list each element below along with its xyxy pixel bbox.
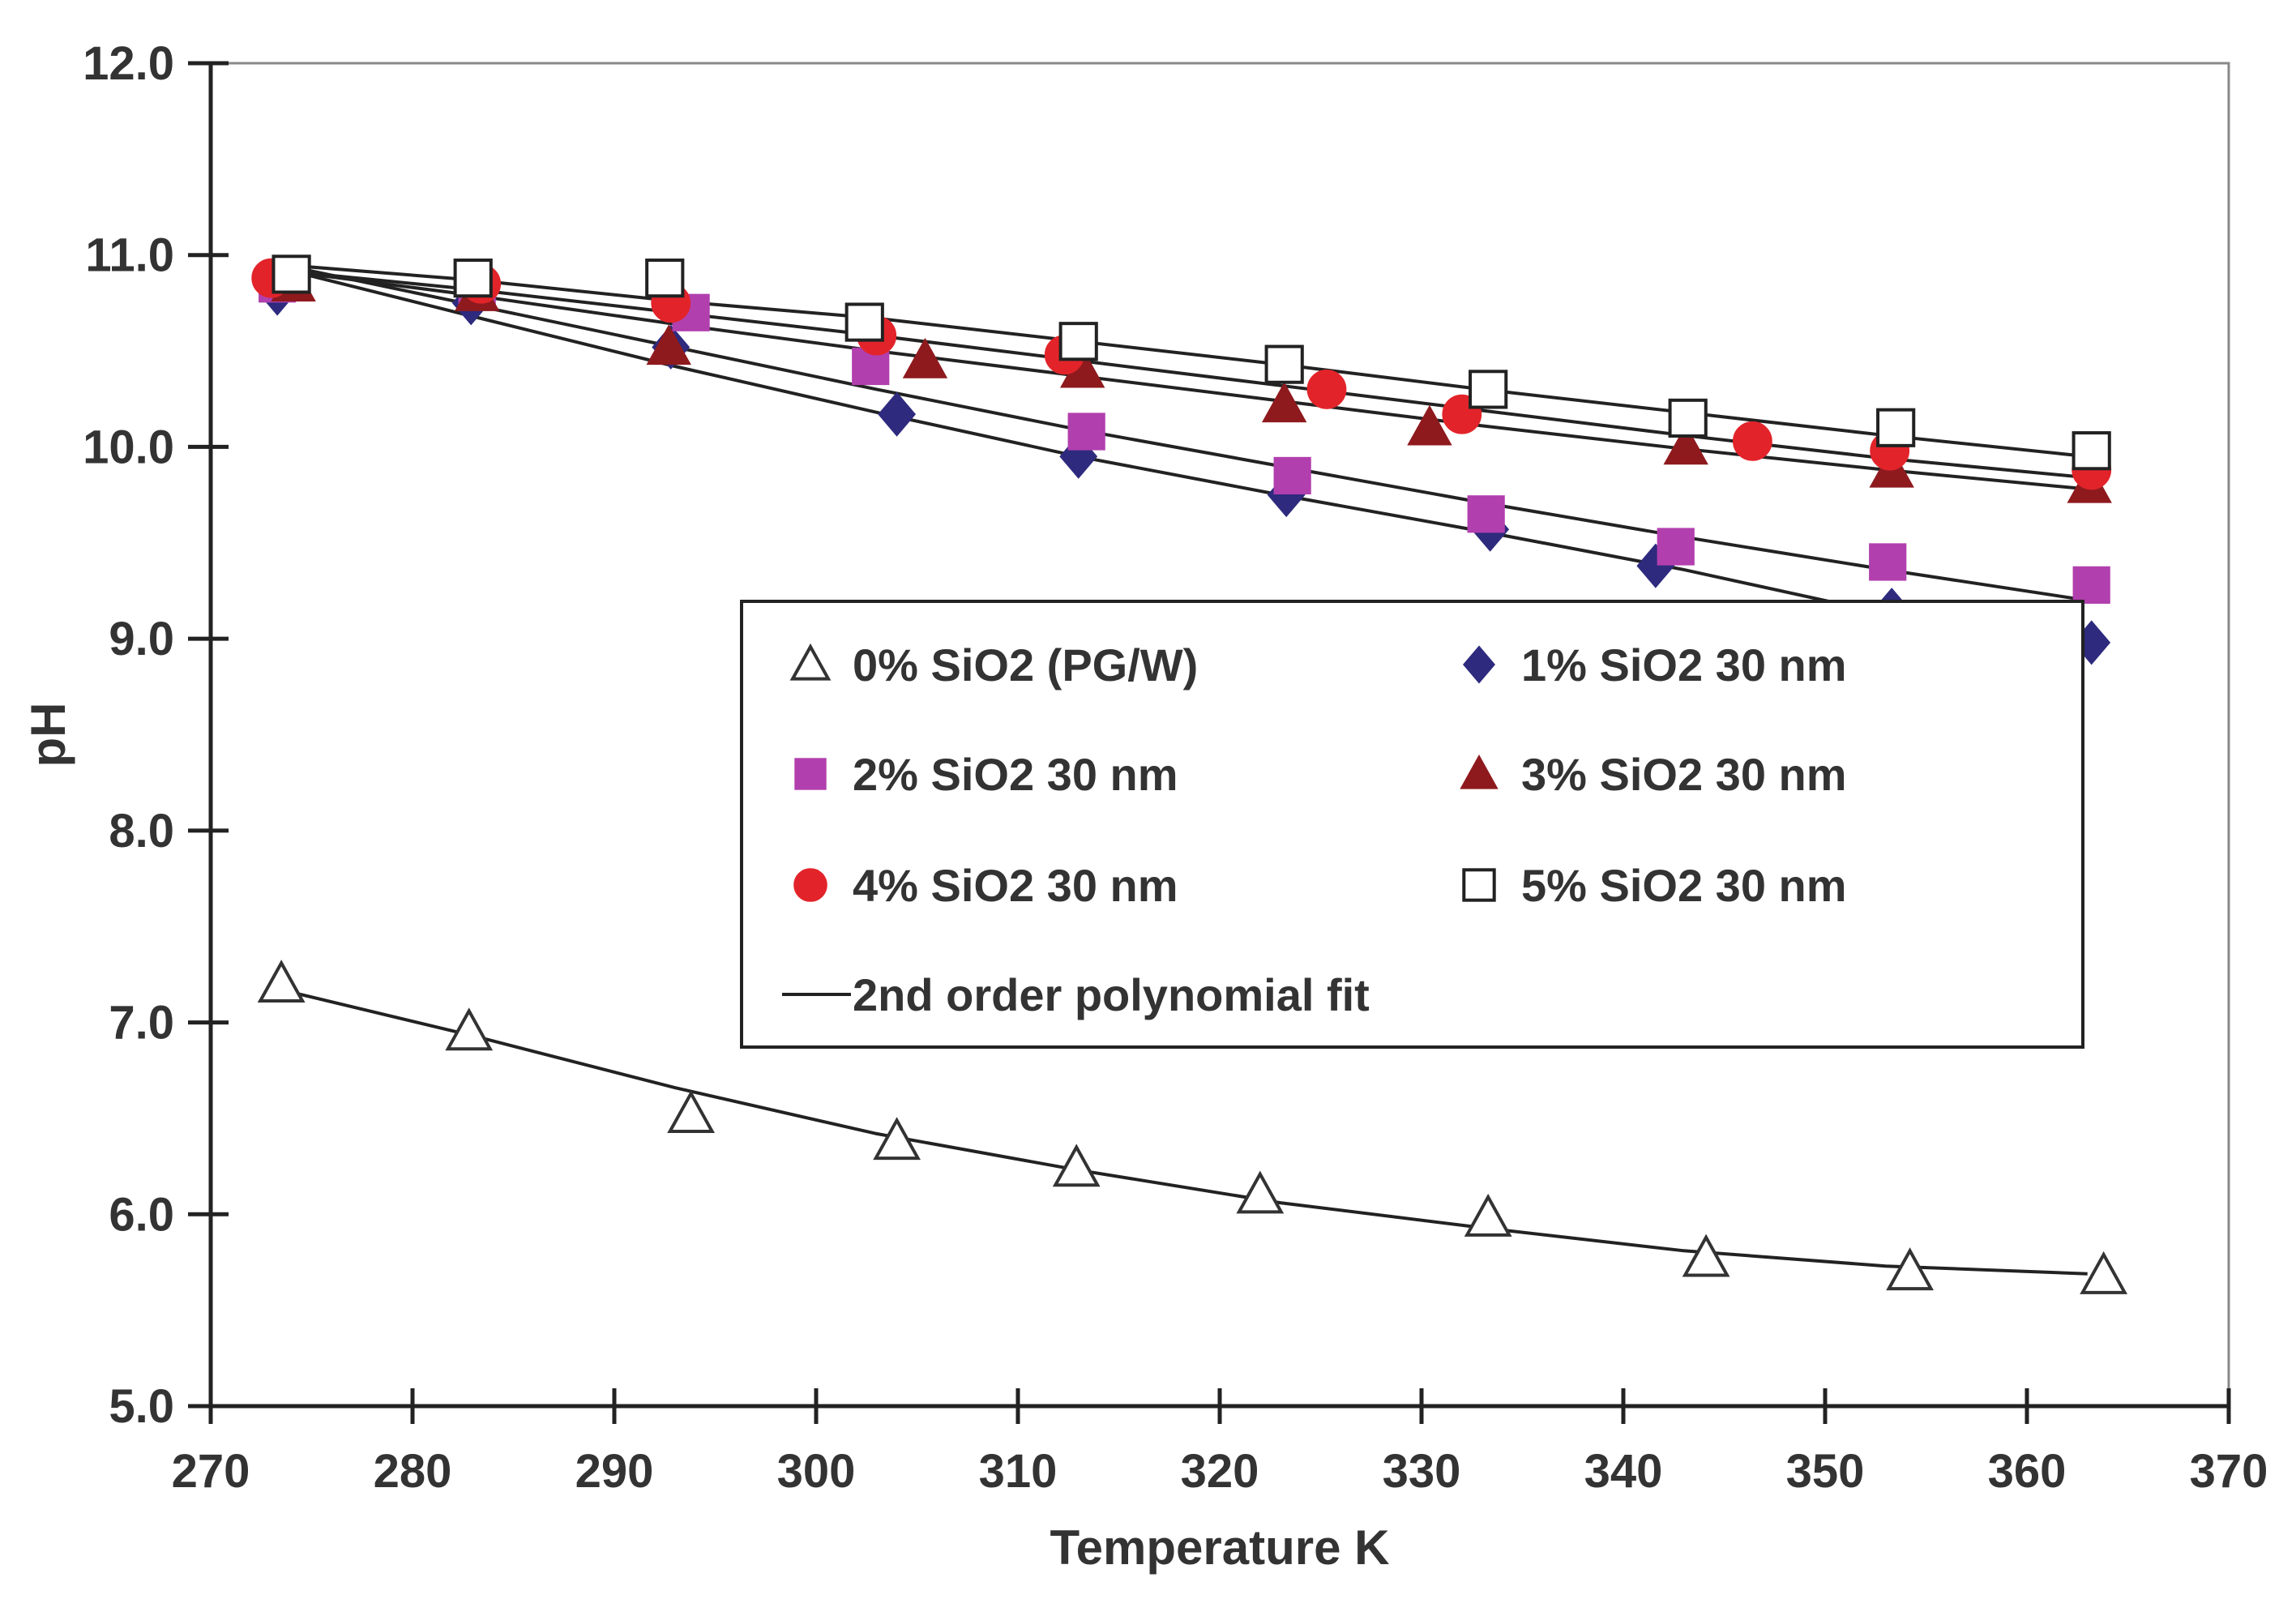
legend-label-5: 5% SiO2 30 nm bbox=[1521, 860, 1847, 911]
x-tick-label-360: 360 bbox=[1988, 1445, 2067, 1498]
y-tick-label-8: 8.0 bbox=[109, 805, 174, 857]
legend-fit-label: 2nd order polynomial fit bbox=[853, 969, 1370, 1020]
point-series-5-1 bbox=[453, 259, 493, 298]
legend-label-3: 3% SiO2 30 nm bbox=[1521, 749, 1847, 800]
y-tick-label-9: 9.0 bbox=[109, 613, 174, 665]
legend-label-0: 0% SiO2 (PG/W) bbox=[853, 639, 1198, 690]
point-series-1-3 bbox=[878, 391, 917, 437]
point-series-4-5 bbox=[1306, 370, 1347, 409]
point-series-2-8 bbox=[1869, 543, 1907, 581]
fit-lines bbox=[280, 263, 2089, 1276]
point-series-0-7 bbox=[1682, 1233, 1730, 1277]
x-tick-label-320: 320 bbox=[1181, 1445, 1259, 1498]
legend-marker-0 bbox=[789, 643, 832, 681]
legend-label-1: 1% SiO2 30 nm bbox=[1521, 639, 1847, 690]
x-axis-title: Temperature K bbox=[1050, 1520, 1389, 1575]
point-series-0-4 bbox=[1052, 1144, 1101, 1187]
x-tick-label-290: 290 bbox=[575, 1445, 654, 1498]
point-series-4-7 bbox=[1732, 421, 1772, 461]
legend-marker-1 bbox=[1462, 645, 1496, 684]
point-series-0-9 bbox=[2080, 1251, 2128, 1294]
point-series-0-8 bbox=[1886, 1247, 1934, 1291]
x-tick-label-370: 370 bbox=[2190, 1445, 2268, 1498]
y-tick-label-10: 10.0 bbox=[83, 421, 174, 473]
point-series-2-7 bbox=[1657, 528, 1695, 566]
point-series-5-4 bbox=[1058, 322, 1098, 361]
x-tick-label-310: 310 bbox=[979, 1445, 1058, 1498]
y-tick-label-7: 7.0 bbox=[109, 997, 174, 1050]
legend-marker-2 bbox=[794, 758, 827, 790]
legend: 0% SiO2 (PG/W) 1% SiO2 30 nm 2% SiO2 30 nm… bbox=[740, 600, 2084, 1049]
legend-label-2: 2% SiO2 30 nm bbox=[853, 749, 1178, 800]
legend-box bbox=[740, 600, 2084, 1049]
x-axis: 270 280 290 300 310 320 330 340 350 360 370 bbox=[172, 1388, 2268, 1498]
point-series-5-9 bbox=[2072, 431, 2111, 471]
point-series-0-0 bbox=[257, 960, 306, 1003]
x-tick-label-280: 280 bbox=[374, 1445, 452, 1498]
y-tick-label-11: 11.0 bbox=[85, 229, 174, 282]
y-axis-title: pH bbox=[21, 703, 75, 767]
point-series-0-5 bbox=[1236, 1170, 1285, 1214]
fit-line-series-4 bbox=[280, 268, 2088, 480]
legend-marker-4 bbox=[793, 868, 827, 902]
legend-marker-3 bbox=[1460, 754, 1499, 789]
point-series-2-4 bbox=[1067, 413, 1105, 451]
point-series-2-6 bbox=[1467, 495, 1505, 533]
y-tick-label-12: 12.0 bbox=[83, 37, 174, 90]
y-tick-label-6: 6.0 bbox=[109, 1188, 174, 1241]
x-tick-label-330: 330 bbox=[1383, 1445, 1461, 1498]
fit-line-series-5 bbox=[280, 263, 2088, 459]
point-series-5-8 bbox=[1876, 408, 1916, 447]
point-series-2-9 bbox=[2072, 566, 2110, 604]
point-series-2-5 bbox=[1273, 456, 1311, 495]
point-series-0-1 bbox=[445, 1007, 494, 1051]
point-series-0-2 bbox=[667, 1090, 716, 1133]
legend-marker-5 bbox=[1462, 868, 1496, 902]
fit-line-series-3 bbox=[280, 268, 2088, 491]
fit-line-series-1 bbox=[280, 267, 2088, 644]
point-series-3-6 bbox=[1407, 404, 1452, 446]
fit-line-series-2 bbox=[280, 263, 2089, 602]
point-series-5-3 bbox=[844, 302, 884, 342]
point-series-5-6 bbox=[1469, 370, 1508, 409]
point-series-0-6 bbox=[1464, 1193, 1512, 1237]
data-markers bbox=[251, 254, 2128, 1294]
x-tick-label-340: 340 bbox=[1584, 1445, 1663, 1498]
fit-line-series-0 bbox=[280, 988, 2088, 1276]
x-tick-label-270: 270 bbox=[172, 1445, 250, 1498]
point-series-5-7 bbox=[1668, 398, 1708, 438]
y-axis: 5.0 6.0 7.0 8.0 9.0 10.0 11.0 12.0 bbox=[83, 37, 229, 1433]
legend-label-4: 4% SiO2 30 nm bbox=[853, 860, 1178, 911]
x-tick-label-350: 350 bbox=[1786, 1445, 1865, 1498]
point-series-3-2 bbox=[646, 324, 691, 366]
x-tick-label-300: 300 bbox=[777, 1445, 856, 1498]
point-series-5-0 bbox=[272, 254, 311, 294]
point-series-3-5 bbox=[1261, 382, 1307, 423]
point-series-3-7 bbox=[1663, 424, 1708, 465]
point-series-5-5 bbox=[1264, 344, 1304, 384]
point-series-0-3 bbox=[873, 1117, 921, 1161]
y-tick-label-5: 5.0 bbox=[109, 1380, 174, 1433]
point-series-3-3 bbox=[902, 337, 948, 378]
point-series-5-2 bbox=[645, 259, 685, 298]
